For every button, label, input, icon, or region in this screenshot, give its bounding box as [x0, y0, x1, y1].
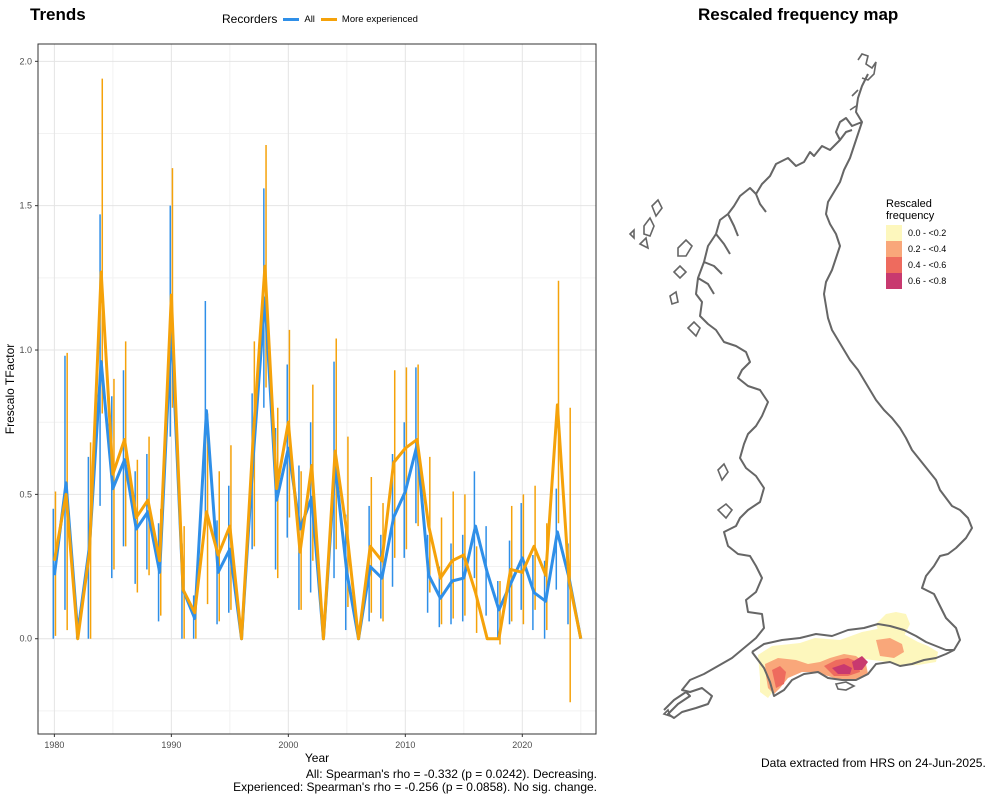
map-legend-item: 0.4 - <0.6	[886, 257, 946, 273]
x-axis-label: Year	[305, 751, 329, 765]
map-legend-item: 0.2 - <0.4	[886, 241, 946, 257]
western-isles	[628, 198, 663, 250]
map-legend: Rescaled frequency 0.0 - <0.2 0.2 - <0.4…	[886, 198, 946, 289]
y-tick-label: 1.0	[19, 345, 32, 355]
map-legend-swatch	[886, 273, 902, 289]
map-legend-label: 0.6 - <0.8	[908, 276, 947, 286]
anglesey	[716, 502, 734, 520]
y-tick-label: 1.5	[19, 201, 32, 211]
y-axis-label: Frescalo TFactor	[3, 344, 17, 434]
map-legend-title: Rescaled frequency	[886, 198, 946, 222]
map-legend-swatch	[886, 257, 902, 273]
map-title: Rescaled frequency map	[698, 5, 899, 24]
legend-item-experienced: More experienced	[320, 13, 418, 25]
isle-of-wight	[834, 681, 856, 691]
y-tick-label: 0.5	[19, 489, 32, 499]
data-source-footer: Data extracted from HRS on 24-Jun-2025.	[761, 756, 986, 770]
map-legend-swatch	[886, 241, 902, 257]
stats-line-all: All: Spearman's rho = -0.332 (p = 0.0242…	[305, 767, 597, 781]
map-legend-label: 0.2 - <0.4	[908, 244, 947, 254]
y-tick-label: 0.0	[19, 634, 32, 644]
stats-line-experienced: Experienced: Spearman's rho = -0.256 (p …	[233, 780, 597, 794]
plot-panel-border	[37, 43, 597, 735]
x-tick-label: 1980	[44, 740, 64, 750]
chart-legend: Recorders All More experienced	[222, 12, 418, 26]
map-legend-title-2: frequency	[886, 210, 935, 222]
y-tick-label: 2.0	[19, 56, 32, 66]
trends-title: Trends	[30, 5, 86, 24]
spearman-stats: All: Spearman's rho = -0.332 (p = 0.0242…	[233, 768, 597, 794]
map-legend-item: 0.0 - <0.2	[886, 225, 946, 241]
frequency-map	[628, 53, 973, 719]
cell-band-high	[772, 666, 786, 688]
legend-label-experienced: More experienced	[341, 13, 418, 25]
legend-title: Recorders	[222, 12, 278, 26]
cell-band-top	[832, 664, 852, 674]
isle-of-man	[717, 462, 729, 482]
x-tick-label: 2020	[512, 740, 532, 750]
cell-band-top-2	[852, 656, 868, 670]
cell-band-mid-east	[876, 638, 904, 658]
x-tick-label: 2000	[278, 740, 298, 750]
northern-isles	[849, 53, 877, 111]
scilly	[662, 708, 672, 718]
legend-swatch-all	[283, 17, 300, 21]
map-legend-item: 0.6 - <0.8	[886, 273, 946, 289]
legend-item-all: All	[283, 14, 315, 25]
x-tick-label: 2010	[395, 740, 415, 750]
map-frequency-cells	[758, 612, 938, 698]
series-line-experienced	[52, 264, 583, 641]
inner-isles	[669, 238, 701, 338]
map-legend-label: 0.0 - <0.2	[908, 228, 947, 238]
legend-label-all: All	[304, 13, 315, 25]
series-line-all	[52, 296, 583, 641]
gb-outline	[663, 73, 973, 719]
legend-swatch-experienced	[320, 17, 337, 21]
x-tick-label: 1990	[161, 740, 181, 750]
map-legend-label: 0.4 - <0.6	[908, 260, 947, 270]
map-legend-title-1: Rescaled	[886, 198, 932, 210]
gb-south-coast	[751, 649, 955, 697]
trends-chart: 1980 1990 2000 2010 2020 0.0 0.5 1.0 1.5 2.0 Year F…	[3, 43, 597, 765]
map-legend-swatch	[886, 225, 902, 241]
